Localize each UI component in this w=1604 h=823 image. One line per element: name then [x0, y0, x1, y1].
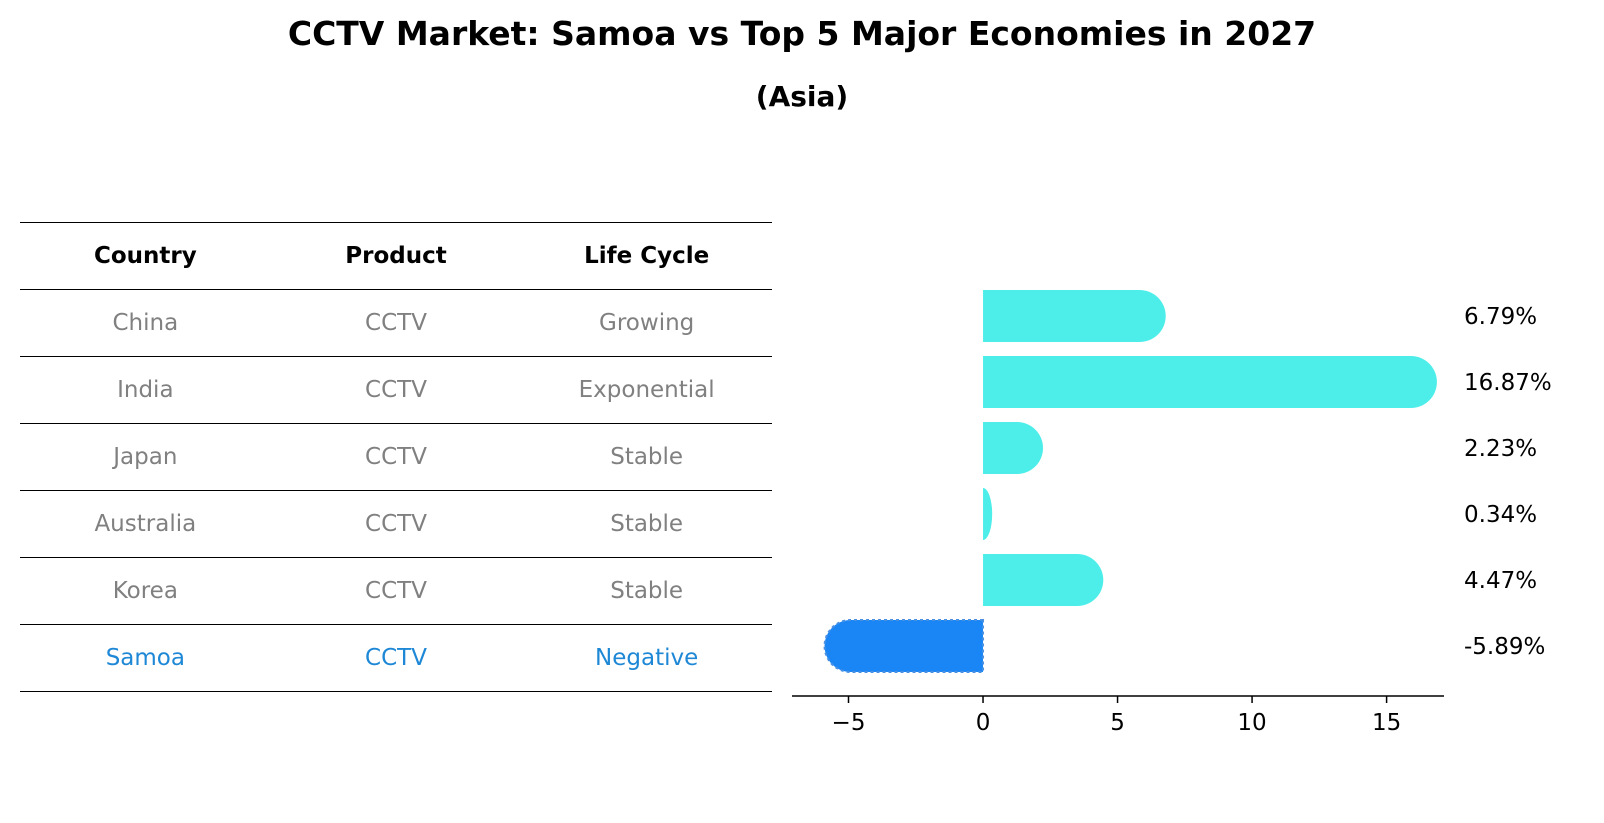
cell-country: Samoa	[20, 624, 271, 692]
x-tick-label: 10	[1237, 710, 1266, 736]
cell-life-cycle: Negative	[521, 624, 772, 692]
column-header-product: Product	[270, 222, 522, 290]
value-label-india: 16.87%	[1464, 370, 1552, 396]
data-table: Country Product Life Cycle China CCTV Gr…	[20, 222, 772, 692]
cell-life-cycle: Stable	[521, 557, 772, 625]
cell-product: CCTV	[270, 624, 522, 692]
cell-life-cycle: Exponential	[521, 356, 772, 424]
cell-product: CCTV	[270, 423, 522, 491]
column-header-country: Country	[20, 222, 271, 290]
cell-country: Australia	[20, 490, 271, 558]
value-label-samoa: -5.89%	[1464, 634, 1545, 660]
cell-life-cycle: Growing	[521, 289, 772, 357]
table-header-row: Country Product Life Cycle	[20, 222, 772, 290]
value-label-china: 6.79%	[1464, 304, 1537, 330]
cell-country: Korea	[20, 557, 271, 625]
bar-chart: 6.79% 16.87% 2.23% 0.34% 4.47% -5.89% −5 0 5 10 15	[792, 290, 1552, 736]
chart-subtitle: (Asia)	[755, 80, 849, 113]
table-row: Australia CCTV Stable	[20, 490, 772, 558]
bar-australia	[983, 488, 993, 540]
bar-samoa	[823, 619, 985, 673]
comparison-table: Country Product Life Cycle China CCTV Gr…	[20, 222, 772, 692]
cell-life-cycle: Stable	[521, 423, 772, 491]
table-row: China CCTV Growing	[20, 289, 772, 357]
cell-country: Japan	[20, 423, 271, 491]
table-row-highlighted: Samoa CCTV Negative	[20, 624, 772, 692]
bar-china	[983, 290, 1166, 342]
value-label-japan: 2.23%	[1464, 436, 1537, 462]
table-row: India CCTV Exponential	[20, 356, 772, 424]
x-tick-label: 5	[1110, 710, 1125, 736]
cell-product: CCTV	[270, 557, 522, 625]
bar-india	[983, 356, 1437, 408]
value-label-australia: 0.34%	[1464, 502, 1537, 528]
cell-product: CCTV	[270, 490, 522, 558]
x-tick-label: 0	[976, 710, 991, 736]
bar-japan	[983, 422, 1044, 474]
cell-product: CCTV	[270, 289, 522, 357]
cell-country: India	[20, 356, 271, 424]
cell-life-cycle: Stable	[521, 490, 772, 558]
x-tick-label: 15	[1372, 710, 1401, 736]
chart-title: CCTV Market: Samoa vs Top 5 Major Econom…	[287, 14, 1317, 53]
bar-korea	[983, 554, 1104, 606]
x-tick-label: −5	[832, 710, 866, 736]
cell-product: CCTV	[270, 356, 522, 424]
column-header-life-cycle: Life Cycle	[521, 222, 772, 290]
table-row: Korea CCTV Stable	[20, 557, 772, 625]
value-label-korea: 4.47%	[1464, 568, 1537, 594]
table-row: Japan CCTV Stable	[20, 423, 772, 491]
cell-country: China	[20, 289, 271, 357]
